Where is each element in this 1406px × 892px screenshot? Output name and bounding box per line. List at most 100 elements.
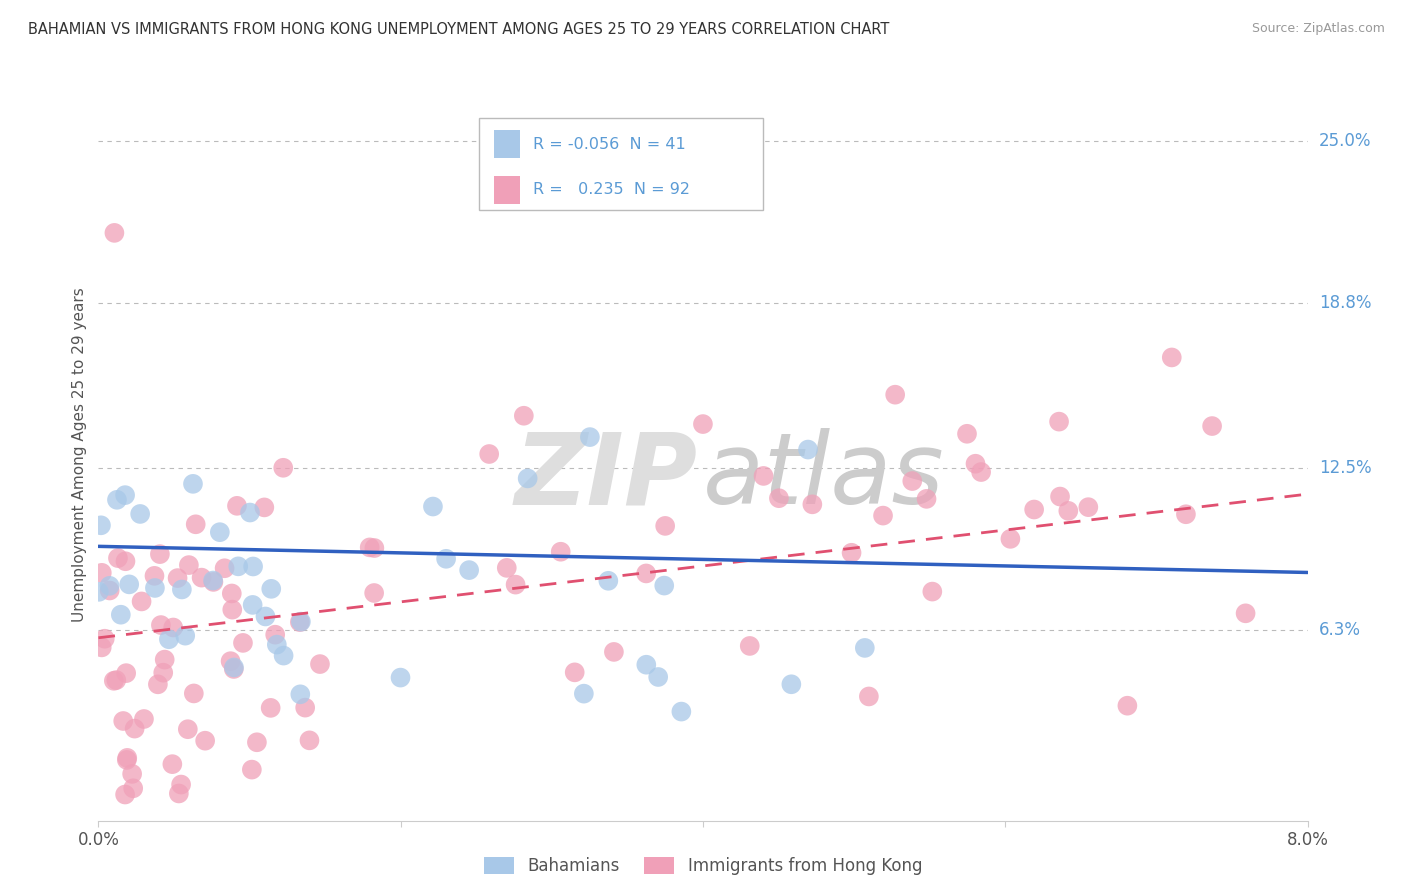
Point — [884, 387, 907, 401]
Point — [1024, 502, 1046, 516]
Point — [363, 586, 385, 600]
Point — [110, 607, 132, 622]
Text: atlas: atlas — [703, 428, 945, 525]
Point — [654, 519, 676, 533]
Point — [288, 615, 311, 629]
Point — [389, 671, 412, 685]
Point — [647, 670, 669, 684]
Point — [226, 499, 249, 513]
Point — [970, 465, 993, 479]
Text: 18.8%: 18.8% — [1319, 294, 1371, 312]
Point — [768, 491, 790, 506]
Point — [752, 469, 775, 483]
Point — [98, 583, 121, 598]
Point — [149, 547, 172, 561]
Point — [294, 700, 316, 714]
Point — [801, 497, 824, 511]
Point — [146, 677, 169, 691]
Point — [290, 687, 312, 701]
Legend: Bahamians, Immigrants from Hong Kong: Bahamians, Immigrants from Hong Kong — [477, 850, 929, 882]
Point — [112, 714, 135, 728]
Point — [93, 632, 115, 646]
Point — [240, 763, 263, 777]
Point — [90, 566, 112, 580]
Point — [513, 409, 536, 423]
Point — [143, 569, 166, 583]
Point — [1049, 490, 1071, 504]
Point — [516, 471, 538, 485]
Point — [901, 474, 924, 488]
Text: Source: ZipAtlas.com: Source: ZipAtlas.com — [1251, 22, 1385, 36]
Point — [129, 507, 152, 521]
Point — [166, 571, 188, 585]
Text: R = -0.056  N = 41: R = -0.056 N = 41 — [533, 136, 685, 152]
Point — [1057, 504, 1080, 518]
Point — [458, 563, 481, 577]
Point — [114, 488, 136, 502]
Text: ZIP: ZIP — [515, 428, 697, 525]
Point — [309, 657, 332, 671]
Point — [143, 581, 166, 595]
Point — [738, 639, 761, 653]
Point — [202, 574, 225, 589]
Point — [170, 582, 193, 597]
Point — [87, 584, 110, 599]
Point — [242, 559, 264, 574]
Point — [107, 551, 129, 566]
Point — [90, 518, 112, 533]
Text: BAHAMIAN VS IMMIGRANTS FROM HONG KONG UNEMPLOYMENT AMONG AGES 25 TO 29 YEARS COR: BAHAMIAN VS IMMIGRANTS FROM HONG KONG UN… — [28, 22, 890, 37]
Point — [853, 640, 876, 655]
Point — [1174, 508, 1197, 522]
Point — [105, 492, 128, 507]
Point — [253, 500, 276, 515]
Point — [505, 577, 527, 591]
Point — [652, 578, 675, 592]
Point — [170, 778, 193, 792]
Point — [564, 665, 586, 680]
Point — [780, 677, 803, 691]
Point — [121, 767, 143, 781]
Point — [636, 657, 658, 672]
Point — [260, 582, 283, 596]
Point — [115, 753, 138, 767]
Point — [226, 559, 249, 574]
Point — [103, 226, 125, 240]
Point — [692, 417, 714, 431]
Point — [219, 654, 242, 668]
Point — [671, 705, 693, 719]
Point — [242, 598, 264, 612]
Point — [273, 648, 295, 663]
Y-axis label: Unemployment Among Ages 25 to 29 years: Unemployment Among Ages 25 to 29 years — [72, 287, 87, 623]
Point — [1160, 351, 1182, 365]
Point — [841, 546, 863, 560]
Point — [149, 618, 172, 632]
Point — [183, 686, 205, 700]
Point — [90, 640, 112, 655]
Point — [115, 666, 138, 681]
Text: R =   0.235  N = 92: R = 0.235 N = 92 — [533, 182, 689, 197]
Point — [1047, 415, 1070, 429]
Point — [363, 541, 385, 555]
Point — [858, 690, 880, 704]
Point — [222, 662, 245, 676]
Point — [956, 426, 979, 441]
Point — [105, 673, 128, 687]
Point — [239, 506, 262, 520]
Point — [434, 551, 457, 566]
Point — [202, 574, 225, 588]
Point — [162, 620, 184, 634]
Point — [965, 457, 987, 471]
Point — [124, 722, 146, 736]
Point — [221, 602, 243, 616]
Point — [174, 629, 197, 643]
Point — [114, 788, 136, 802]
Point — [290, 615, 312, 629]
Point — [132, 712, 155, 726]
Point — [98, 579, 121, 593]
Point — [131, 594, 153, 608]
Point — [422, 500, 444, 514]
Point — [1000, 532, 1022, 546]
Point — [190, 571, 212, 585]
Point — [1116, 698, 1139, 713]
Point — [162, 757, 184, 772]
